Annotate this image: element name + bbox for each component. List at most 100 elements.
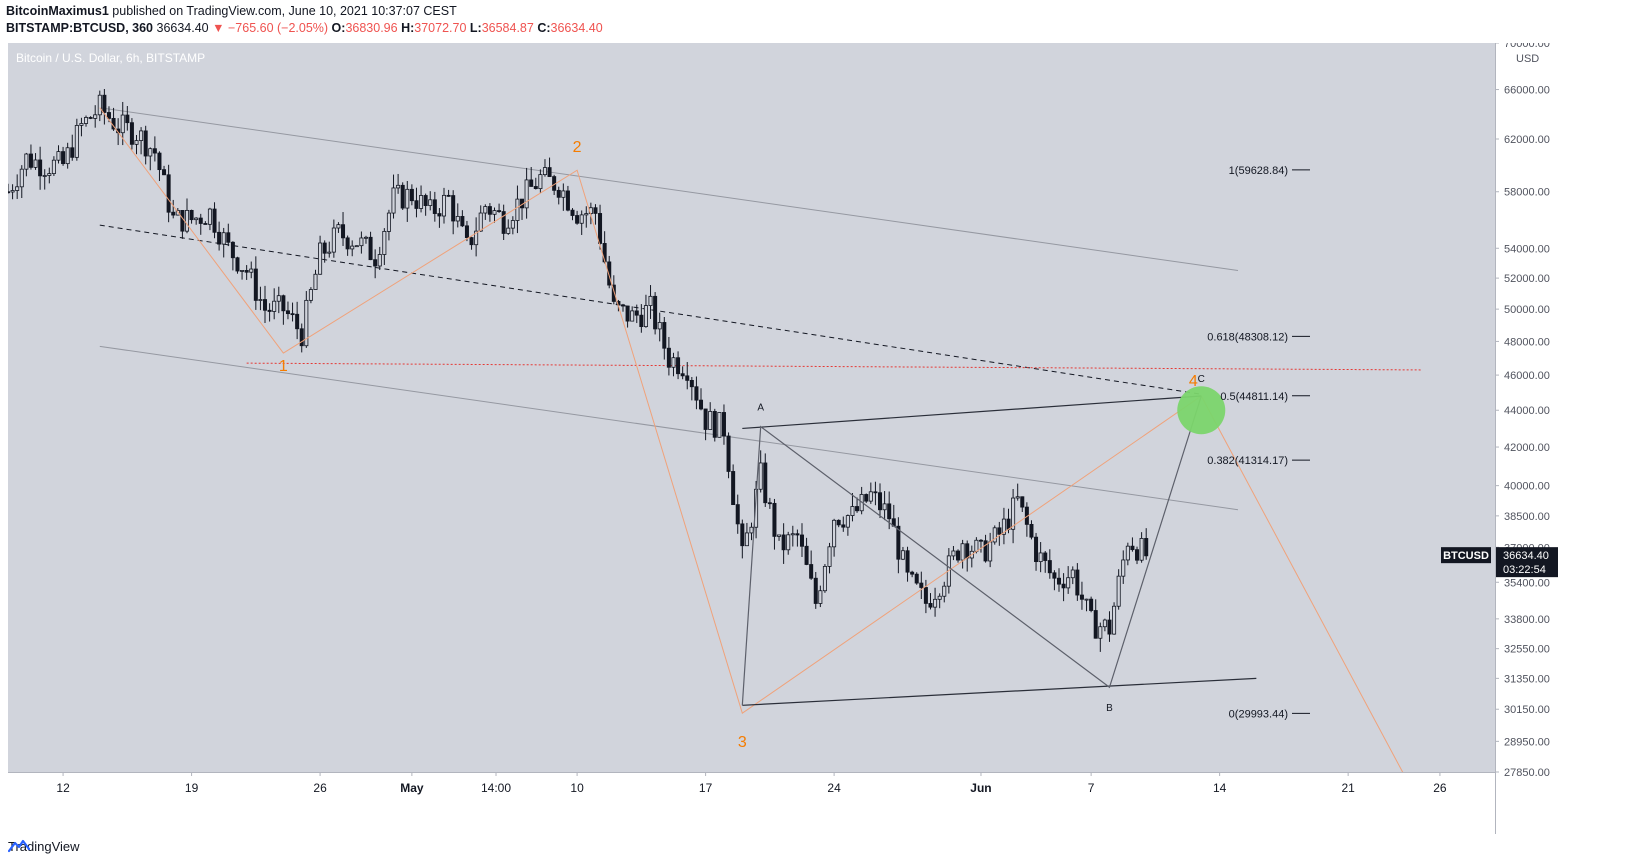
tradingview-brand[interactable]: TradingView	[8, 839, 80, 854]
candle-body	[579, 214, 584, 224]
candle-body	[561, 190, 566, 198]
wave-label: 4	[1189, 373, 1198, 390]
candle-body	[148, 148, 153, 157]
candle-body	[19, 168, 24, 188]
target-circle	[1177, 386, 1226, 435]
candle-body	[928, 603, 933, 608]
candle-body	[373, 259, 378, 267]
candle-body	[662, 322, 667, 349]
candle-body	[70, 147, 75, 158]
candle-body	[391, 187, 396, 214]
candle-body	[1121, 559, 1126, 577]
price-tick-label: 70000.00	[1504, 43, 1550, 50]
time-axis-ticks: 12 19 26 May 14:00 10 17 24 Jun 7 14 21 26	[56, 772, 1447, 795]
candle-body	[478, 212, 483, 232]
candle-body	[1144, 538, 1149, 557]
price-tick-label: 46000.00	[1504, 370, 1550, 382]
candle-body	[295, 313, 300, 330]
candle-body	[1125, 545, 1130, 561]
candle-body	[28, 153, 33, 168]
candle-body	[699, 399, 704, 410]
candle-body	[923, 587, 928, 604]
publish-line: BitcoinMaximus1 published on TradingView…	[6, 4, 457, 19]
candle-body	[1130, 545, 1135, 551]
candle-body	[951, 550, 956, 557]
candle-body	[33, 159, 38, 168]
wave-label: 2	[573, 139, 582, 156]
candle-body	[767, 502, 772, 505]
candle-body	[125, 114, 130, 124]
candle-body	[106, 112, 111, 119]
candle-body	[772, 502, 777, 537]
candle-body	[758, 462, 763, 490]
time-tick-label: 21	[1341, 781, 1355, 795]
open-label: O:	[331, 21, 346, 35]
chart-title: Bitcoin / U.S. Dollar, 6h, BITSTAMP	[16, 51, 205, 65]
candle-body	[207, 208, 212, 225]
candle-body	[184, 209, 189, 232]
candle-body	[203, 223, 208, 225]
candle-countdown: 03:22:54	[1503, 564, 1546, 576]
candle-body	[937, 595, 942, 600]
candle-body	[974, 539, 979, 552]
candle-body	[841, 524, 846, 528]
fib-level-label: 0.5(44811.14)	[1220, 391, 1288, 403]
candle-body	[818, 590, 823, 604]
author-name[interactable]: BitcoinMaximus1	[6, 4, 109, 18]
candle-body	[653, 295, 658, 330]
candle-body	[1034, 536, 1039, 563]
candle-body	[598, 213, 603, 244]
candle-body	[263, 299, 268, 311]
candle-body	[84, 117, 89, 124]
candle-body	[763, 462, 768, 504]
candle-body	[405, 188, 410, 209]
candle-body	[845, 515, 850, 528]
candle-body	[712, 411, 717, 438]
candle-body	[726, 435, 731, 472]
candle-body	[341, 224, 346, 239]
price-tick-label: 62000.00	[1504, 134, 1550, 146]
candle-body	[285, 310, 290, 315]
candle-body	[258, 299, 263, 301]
price-tick-label: 35400.00	[1504, 577, 1550, 589]
candle-body	[487, 206, 492, 215]
candle-body	[868, 491, 873, 502]
candle-body	[377, 254, 382, 267]
candle-body	[1056, 577, 1062, 585]
price-tick-label: 50000.00	[1504, 304, 1550, 316]
candle-body	[345, 237, 350, 250]
candle-body	[910, 571, 915, 575]
triangle-lower-line	[742, 677, 1257, 706]
fib-levels: 1(59628.84) 0.618(48308.12) 0.5(44811.14) 0…	[1207, 165, 1310, 720]
candle-body	[166, 174, 171, 213]
candle-body	[1015, 496, 1020, 499]
candle-body	[313, 273, 318, 290]
candle-body	[1098, 626, 1103, 639]
candle-body	[414, 200, 419, 209]
candle-body	[1139, 538, 1144, 561]
candle-body	[721, 412, 726, 437]
candle-body	[409, 188, 414, 202]
candle-body	[396, 184, 401, 189]
candle-body	[240, 270, 245, 272]
candle-body	[139, 130, 144, 141]
time-tick-label: 19	[185, 781, 199, 795]
candle-body	[584, 213, 589, 216]
price-chart[interactable]: Bitcoin / U.S. Dollar, 6h, BITSTAMP USD70…	[8, 43, 1616, 834]
candle-body	[354, 245, 359, 248]
candle-body	[556, 189, 561, 198]
candle-body	[942, 585, 947, 597]
candle-body	[428, 199, 433, 207]
candle-body	[350, 245, 355, 250]
chart-area[interactable]: Bitcoin / U.S. Dollar, 6h, BITSTAMP USD 70…	[8, 43, 1616, 834]
candle-body	[162, 169, 167, 176]
candle-body	[524, 179, 529, 209]
candle-body	[731, 471, 736, 506]
candle-body	[51, 159, 56, 174]
candle-body	[134, 140, 139, 145]
candle-body	[386, 212, 391, 232]
candle-body	[630, 310, 635, 322]
candle-body	[648, 295, 653, 306]
candle-body	[657, 322, 662, 330]
candle-body	[194, 217, 199, 221]
